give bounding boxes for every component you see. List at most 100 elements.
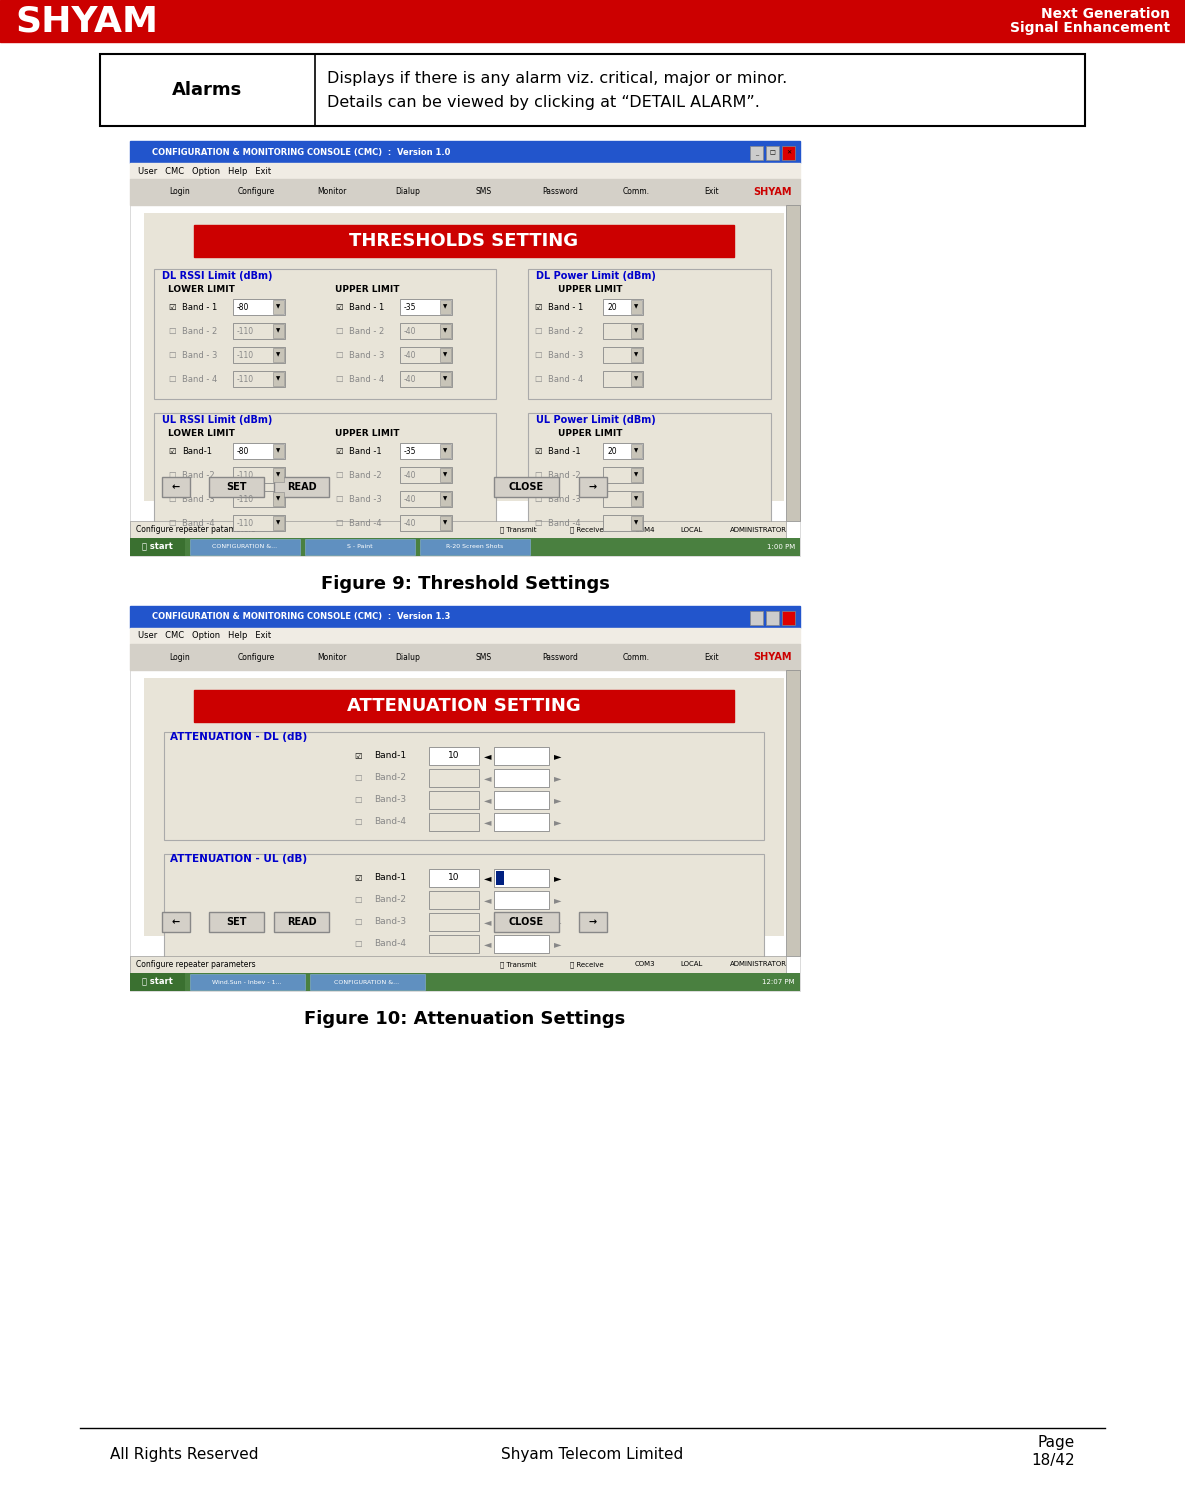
- Bar: [233, 467, 286, 483]
- Text: ▼: ▼: [634, 448, 639, 453]
- Text: ☐: ☐: [335, 350, 342, 359]
- Text: ▼: ▼: [276, 376, 281, 382]
- Text: 🖥 Receive: 🖥 Receive: [570, 525, 603, 533]
- Bar: [419, 539, 530, 556]
- Bar: [273, 347, 284, 362]
- Bar: [209, 477, 264, 497]
- Text: Dialup: Dialup: [396, 652, 421, 661]
- Text: Comm.: Comm.: [622, 187, 649, 196]
- Text: ←: ←: [172, 482, 180, 492]
- Text: ☐: ☐: [168, 518, 175, 527]
- Text: Band - 1: Band - 1: [182, 302, 217, 311]
- Text: -40: -40: [404, 326, 416, 335]
- Bar: [494, 812, 549, 830]
- Bar: [130, 140, 800, 163]
- Bar: [579, 912, 607, 932]
- Text: User   CMC   Option   Help   Exit: User CMC Option Help Exit: [137, 166, 271, 175]
- Text: ☐: ☐: [534, 374, 542, 384]
- Text: -110: -110: [237, 518, 254, 527]
- Bar: [603, 515, 643, 532]
- Bar: [130, 205, 800, 556]
- Text: 🚩 start: 🚩 start: [141, 542, 173, 551]
- Text: -110: -110: [237, 326, 254, 335]
- Text: UPPER LIMIT: UPPER LIMIT: [335, 284, 399, 293]
- Bar: [603, 442, 643, 459]
- Text: Band -2: Band -2: [182, 471, 214, 480]
- Text: ▼: ▼: [634, 497, 639, 501]
- Text: ☐: ☐: [168, 471, 175, 480]
- Bar: [429, 914, 479, 932]
- Bar: [494, 477, 559, 497]
- Bar: [190, 974, 305, 991]
- Bar: [273, 468, 284, 482]
- Text: Dialup: Dialup: [396, 187, 421, 196]
- Bar: [130, 643, 800, 670]
- Text: ATTENUATION - DL (dB): ATTENUATION - DL (dB): [169, 732, 307, 741]
- Bar: [209, 912, 264, 932]
- Bar: [603, 371, 643, 387]
- Bar: [154, 414, 495, 544]
- Text: Band -3: Band -3: [348, 494, 382, 503]
- Text: LOCAL: LOCAL: [680, 962, 703, 968]
- Text: -40: -40: [404, 350, 416, 359]
- Text: ►: ►: [555, 873, 562, 883]
- Text: Band -1: Band -1: [547, 447, 581, 456]
- Text: Band-2: Band-2: [374, 895, 406, 904]
- Text: -40: -40: [404, 494, 416, 503]
- Text: ▼: ▼: [443, 473, 448, 477]
- Text: Band -1: Band -1: [348, 447, 382, 456]
- Text: ▼: ▼: [276, 352, 281, 358]
- Text: S - Paint: S - Paint: [347, 545, 373, 550]
- Text: Band -4: Band -4: [182, 518, 214, 527]
- Bar: [630, 371, 642, 387]
- Text: ▼: ▼: [276, 497, 281, 501]
- Text: Band-4: Band-4: [374, 817, 406, 826]
- Text: ▼: ▼: [443, 352, 448, 358]
- Text: DL RSSI Limit (dBm): DL RSSI Limit (dBm): [162, 270, 273, 281]
- Text: 🖥 Transmit: 🖥 Transmit: [500, 962, 537, 968]
- Bar: [233, 371, 286, 387]
- Bar: [494, 912, 559, 932]
- Bar: [130, 628, 800, 643]
- Text: ADMINISTRATOR: ADMINISTRATOR: [730, 527, 787, 533]
- Text: ☐: ☐: [168, 326, 175, 335]
- Text: ►: ►: [555, 817, 562, 827]
- Bar: [130, 538, 800, 556]
- Bar: [164, 855, 764, 962]
- Bar: [630, 347, 642, 362]
- Text: Band - 3: Band - 3: [182, 350, 217, 359]
- Bar: [399, 491, 451, 507]
- Text: Configure repeater patameters: Configure repeater patameters: [136, 525, 256, 535]
- Text: SET: SET: [226, 482, 246, 492]
- Bar: [233, 347, 286, 362]
- Text: READ: READ: [287, 917, 316, 927]
- Text: 1:00 PM: 1:00 PM: [767, 544, 795, 550]
- Bar: [130, 972, 800, 991]
- Text: ◄: ◄: [483, 817, 492, 827]
- Text: Band-2: Band-2: [374, 773, 406, 782]
- Text: Page: Page: [1038, 1434, 1075, 1450]
- Text: -40: -40: [404, 518, 416, 527]
- Text: ►: ►: [555, 794, 562, 805]
- Text: -35: -35: [404, 447, 416, 456]
- Text: ☐: ☐: [534, 471, 542, 480]
- Text: Next Generation: Next Generation: [1040, 8, 1170, 21]
- Bar: [429, 769, 479, 787]
- Bar: [130, 538, 185, 556]
- Text: -40: -40: [404, 471, 416, 480]
- Text: ☐: ☐: [168, 374, 175, 384]
- Text: Password: Password: [542, 187, 578, 196]
- Text: 🚩 start: 🚩 start: [141, 977, 173, 986]
- Text: ☑: ☑: [534, 447, 542, 456]
- Bar: [440, 300, 450, 314]
- Text: COM3: COM3: [635, 962, 655, 968]
- Text: ►: ►: [555, 773, 562, 784]
- Bar: [399, 467, 451, 483]
- Bar: [603, 467, 643, 483]
- Text: Band - 2: Band - 2: [547, 326, 583, 335]
- Bar: [233, 299, 286, 316]
- Bar: [399, 515, 451, 532]
- Text: ▼: ▼: [634, 473, 639, 477]
- Text: Shyam Telecom Limited: Shyam Telecom Limited: [501, 1448, 683, 1463]
- Bar: [100, 54, 1085, 125]
